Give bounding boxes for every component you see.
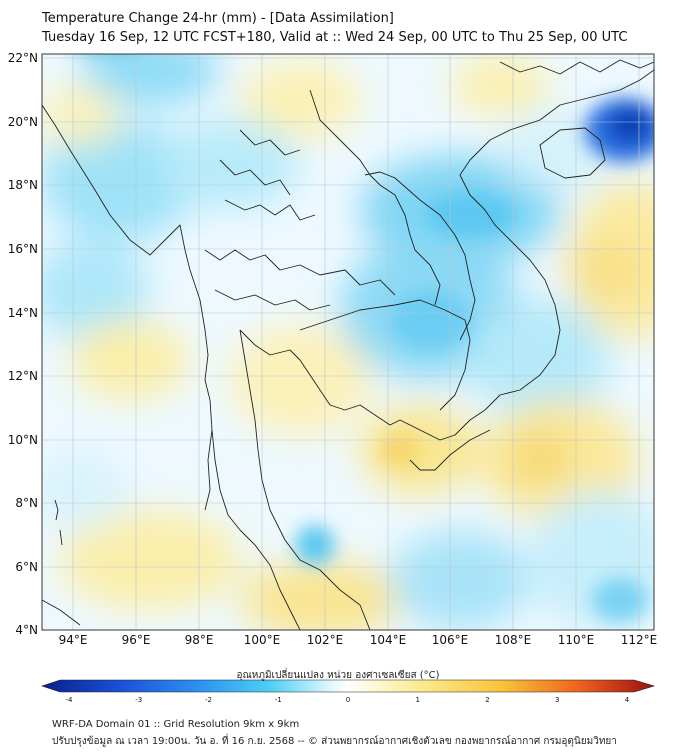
lat-tick-label: 12°N [8, 369, 38, 383]
lat-tick-label: 18°N [8, 178, 38, 192]
lon-tick-label: 100°E [244, 633, 281, 647]
lat-tick-label: 16°N [8, 242, 38, 256]
lat-tick-label: 8°N [15, 496, 38, 510]
lat-tick-label: 10°N [8, 433, 38, 447]
graticule [42, 54, 654, 630]
coastlines-and-borders [42, 59, 654, 630]
lon-tick-label: 96°E [122, 633, 151, 647]
lon-tick-label: 112°E [621, 633, 658, 647]
footer-credit: ปรับปรุงข้อมูล ณ เวลา 19:00น. วัน อ. ที่… [52, 736, 617, 747]
lon-tick-label: 102°E [307, 633, 344, 647]
lat-tick-label: 4°N [15, 623, 38, 637]
lat-tick-label: 6°N [15, 560, 38, 574]
plot-frame [41, 53, 655, 631]
lon-tick-label: 110°E [558, 633, 595, 647]
lon-tick-label: 98°E [185, 633, 214, 647]
longitude-axis: 94°E 96°E 98°E 100°E 102°E 104°E 106°E 108°E 110… [59, 633, 658, 647]
colorbar-tick-label: 1 [416, 696, 420, 704]
lon-tick-label: 108°E [495, 633, 532, 647]
temperature-field [42, 54, 654, 630]
lon-tick-label: 94°E [59, 633, 88, 647]
colorbar-ticks: -4 -3 -2 -1 0 1 2 3 4 [66, 696, 630, 704]
colorbar-tick-label: -1 [275, 696, 282, 704]
lon-tick-label: 104°E [370, 633, 407, 647]
colorbar-tick-label: -4 [66, 696, 74, 704]
latitude-axis: 4°N 6°N 8°N 10°N 12°N 14°N 16°N 18°N 20°N 22°N [8, 51, 38, 637]
map-title: Temperature Change 24-hr (mm) - [Data As… [42, 11, 394, 26]
lat-tick-label: 14°N [8, 306, 38, 320]
footer-model-info: WRF-DA Domain 01 :: Grid Resolution 9km … [52, 719, 300, 730]
map-subtitle: Tuesday 16 Sep, 12 UTC FCST+180, Valid a… [42, 30, 628, 45]
colorbar-tick-label: 2 [485, 696, 489, 704]
colorbar-tick-label: -3 [135, 696, 142, 704]
colorbar: -4 -3 -2 -1 0 1 2 3 4 [41, 679, 656, 704]
colorbar-label: อุณหภูมิเปลี่ยนแปลง หน่วย องศาเซลเซียส (… [236, 670, 440, 681]
lat-tick-label: 20°N [8, 115, 38, 129]
colorbar-tick-label: 4 [625, 696, 630, 704]
colorbar-tick-label: -2 [205, 696, 212, 704]
lon-tick-label: 106°E [432, 633, 469, 647]
colorbar-tick-label: 3 [555, 696, 559, 704]
colorbar-tick-label: 0 [346, 696, 350, 704]
lat-tick-label: 22°N [8, 51, 38, 65]
